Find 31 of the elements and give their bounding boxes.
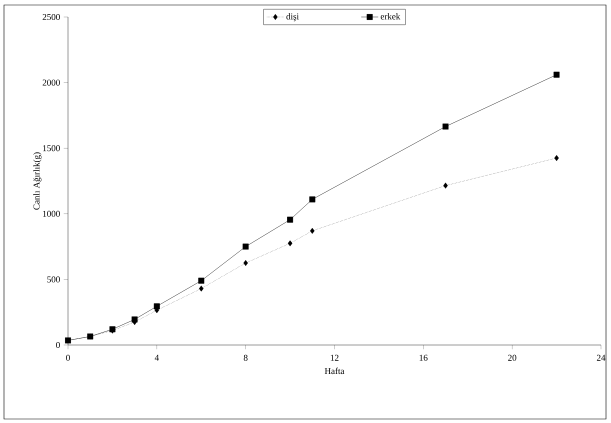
y-axis-title: Canlı Ağırlık(g)	[33, 152, 42, 210]
point	[287, 216, 294, 223]
point	[198, 286, 204, 292]
y-tick-label: 1000	[43, 210, 60, 217]
x-tick-label: 0	[66, 354, 70, 361]
point	[243, 260, 248, 266]
y-tick-label: 2000	[42, 80, 60, 86]
point	[242, 244, 249, 250]
x-tick-label: 4	[154, 354, 159, 361]
x-axis-title: Hafta	[324, 368, 344, 374]
point	[554, 155, 559, 162]
point	[198, 278, 204, 284]
point	[154, 303, 160, 310]
point	[310, 228, 315, 234]
y-tick-label: 2500	[42, 14, 60, 20]
point	[554, 72, 560, 78]
x-tick-label: 24	[596, 354, 606, 361]
point	[288, 240, 292, 246]
point	[132, 316, 138, 322]
y-tick-label: 1500	[43, 145, 60, 152]
y-tick-label: 0	[56, 342, 60, 348]
legend-label: erkek	[380, 13, 400, 20]
x-tick-label: 20	[508, 354, 516, 361]
point	[309, 196, 316, 202]
x-tick-label: 16	[420, 354, 428, 361]
legend-label: dişi	[286, 13, 299, 22]
x-tick-label: 12	[330, 354, 338, 361]
x-tick-label: 8	[244, 354, 248, 361]
point	[443, 182, 448, 189]
y-tick-label: 500	[47, 276, 60, 282]
point	[442, 124, 449, 130]
